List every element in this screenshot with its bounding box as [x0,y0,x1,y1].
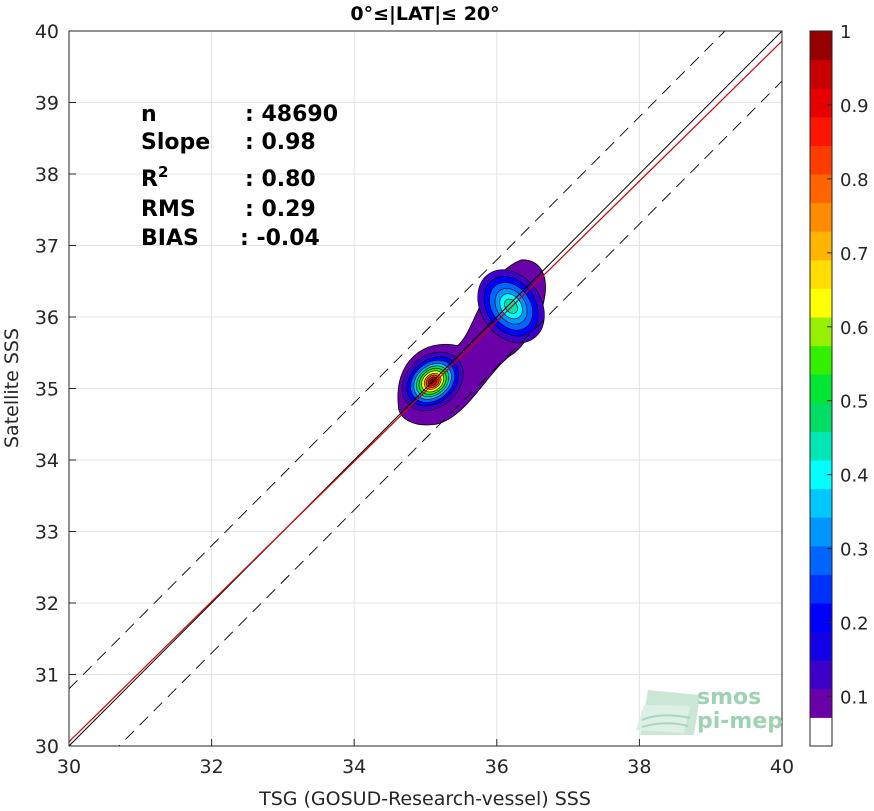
colorbar-tick-label: 0.3 [840,540,869,561]
colorbar-band [810,402,832,432]
error-bound-line [118,80,782,746]
stat-label: Slope [141,130,210,155]
stat-value: : 48690 [245,102,338,127]
colorbar-band [810,202,832,232]
colorbar-band [810,631,832,661]
logo-mark [636,690,700,735]
y-tick-label: 34 [35,450,59,472]
smos-pimep-logo: smos pi-mep [636,685,783,735]
colorbar-tick-label: 0.4 [840,466,869,487]
y-tick-label: 33 [35,522,59,544]
colorbar-band [810,59,832,89]
colorbar-band [810,317,832,347]
stat-superscript: 2 [158,163,168,181]
colorbar-tick-label: 1 [840,22,851,43]
colorbar-band [810,603,832,633]
y-tick-label: 39 [35,93,59,115]
colorbar-band [810,288,832,318]
colorbar-band [810,374,832,404]
stat-label: RMS [141,197,196,222]
x-tick-label: 36 [485,756,509,778]
y-tick-label: 37 [35,236,59,258]
x-tick-label: 34 [342,756,366,778]
y-tick-label: 36 [35,307,59,329]
colorbar: 0.1 0.2 0.3 0.4 0.5 0.6 0.7 0.8 0.9 1 [809,22,869,747]
colorbar-band [810,31,832,61]
y-tick-label: 32 [35,593,59,615]
y-tick-label: 31 [35,665,59,687]
y-axis-label: Satellite SSS [1,328,23,448]
y-axis-ticks: 30 31 32 33 34 35 36 37 38 39 40 [35,21,76,758]
colorbar-tick-label: 0.7 [840,244,869,265]
colorbar-tick-label: 0.1 [840,687,869,708]
x-tick-label: 38 [627,756,651,778]
regression-line [69,40,782,743]
stat-value: : 0.29 [245,197,316,222]
colorbar-band [810,660,832,690]
colorbar-tick-label: 0.5 [840,392,869,413]
stat-value: : 0.80 [245,167,316,192]
stat-label: R2 [141,163,168,192]
colorbar-band [810,574,832,604]
colorbar-band [810,88,832,118]
stat-value: : 0.98 [245,130,316,155]
colorbar-band [810,488,832,518]
chart-title: 0°≤|LAT|≤ 20° [350,3,499,25]
colorbar-band [810,145,832,175]
x-tick-label: 32 [200,756,224,778]
colorbar-tick-label: 0.9 [840,96,869,117]
colorbar-tick-label: 0.6 [840,318,869,339]
stat-label: n [141,102,157,127]
stat-label: BIAS [141,226,199,251]
x-tick-label: 30 [57,756,81,778]
colorbar-band [810,174,832,204]
colorbar-band [810,460,832,490]
x-axis-ticks: 30 32 34 36 38 40 [57,739,794,778]
colorbar-band [810,116,832,146]
y-tick-label: 38 [35,164,59,186]
y-tick-label: 30 [35,736,59,758]
colorbar-band [810,259,832,289]
identity-line [69,31,782,746]
y-tick-label: 40 [35,21,59,43]
colorbar-frame [809,30,833,747]
colorbar-band [810,545,832,575]
logo-text-line2: pi-mep [697,709,783,734]
error-bound-line [69,31,726,690]
colorbar-tick-label: 0.2 [840,614,869,635]
colorbar-tick-label: 0.8 [840,170,869,191]
stat-value: : -0.04 [240,226,320,251]
stats-panel: n : 48690 Slope : 0.98 R2 : 0.80 RMS : 0.29 BIAS… [141,102,338,251]
colorbar-band [810,717,832,747]
y-tick-label: 35 [35,379,59,401]
x-tick-label: 40 [770,756,794,778]
colorbar-band [810,517,832,547]
colorbar-band [810,231,832,261]
logo-text-line1: smos [697,685,761,710]
x-axis-label: TSG (GOSUD-Research-vessel) SSS [258,788,591,810]
colorbar-band [810,688,832,718]
colorbar-band [810,431,832,461]
colorbar-band [810,345,832,375]
reference-lines [69,31,782,746]
